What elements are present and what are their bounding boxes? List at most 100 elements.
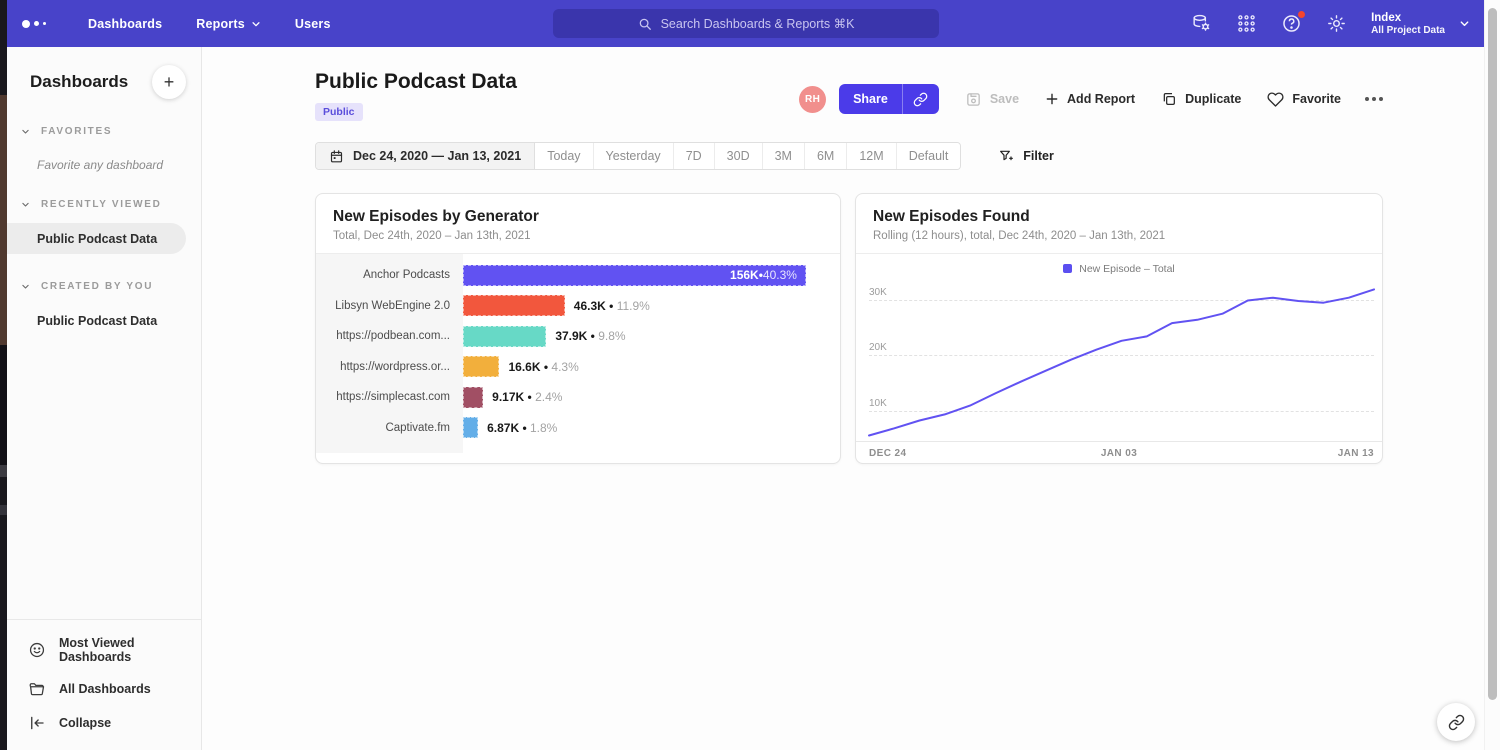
bar-category-label: Libsyn WebEngine 2.0 (316, 300, 463, 312)
main-content: Public Podcast Data Public RH Share (202, 47, 1484, 750)
floating-link-button[interactable] (1437, 703, 1475, 741)
x-tick-label: JAN 13 (1338, 448, 1374, 459)
separator-dot: • (541, 360, 552, 374)
date-preset-default[interactable]: Default (897, 143, 961, 169)
x-axis: DEC 24JAN 03JAN 13 (856, 441, 1382, 463)
add-dashboard-button[interactable]: + (152, 65, 186, 99)
chevron-down-icon (21, 282, 30, 291)
bar-category-label: https://podbean.com... (316, 330, 463, 342)
collapse-sidebar-button[interactable]: Collapse (7, 706, 201, 740)
favorite-button[interactable]: Favorite (1267, 91, 1341, 108)
background-window-strip (0, 465, 7, 477)
chart-subtitle: Rolling (12 hours), total, Dec 24th, 202… (873, 230, 1365, 242)
most-viewed-dashboards-button[interactable]: Most Viewed Dashboards (7, 628, 201, 672)
sidebar-title: Dashboards (30, 72, 128, 92)
bar-value-label: 46.3K • 11.9% (574, 299, 650, 313)
date-preset-3m[interactable]: 3M (763, 143, 805, 169)
bar-value: 9.17K (492, 390, 524, 404)
apps-grid-icon[interactable] (1236, 13, 1257, 34)
avatar[interactable]: RH (799, 86, 826, 113)
line-chart[interactable]: 10K20K30K (869, 275, 1374, 441)
top-nav: Dashboards Reports Users Search Dashboar… (7, 0, 1484, 47)
share-button-main[interactable]: Share (839, 84, 903, 114)
filter-button[interactable]: Filter (998, 148, 1054, 164)
copy-share-link-button[interactable] (903, 84, 939, 114)
save-button[interactable]: Save (965, 91, 1019, 108)
chart-legend: New Episode – Total (856, 262, 1382, 275)
date-preset-30d[interactable]: 30D (715, 143, 763, 169)
chart-subtitle: Total, Dec 24th, 2020 – Jan 13th, 2021 (333, 230, 823, 242)
bar-segment[interactable]: 156K • 40.3% (463, 265, 806, 286)
sidebar-section-header[interactable]: FAVORITES (7, 126, 201, 137)
date-range-picker[interactable]: Dec 24, 2020 — Jan 13, 2021 (316, 143, 535, 169)
share-label: Share (853, 92, 888, 106)
save-icon (965, 91, 982, 108)
nav-item-label: Reports (196, 17, 245, 31)
date-preset-12m[interactable]: 12M (847, 143, 896, 169)
sidebar-item-dashboard[interactable]: Public Podcast Data (7, 223, 186, 254)
project-switcher[interactable]: Index All Project Data (1371, 11, 1470, 37)
bar-segment[interactable] (463, 387, 483, 408)
background-window-strip (0, 345, 7, 465)
date-preset-yesterday[interactable]: Yesterday (594, 143, 674, 169)
bar-track: 9.17K • 2.4% (463, 387, 840, 408)
collapse-icon (28, 714, 46, 732)
project-scope: All Project Data (1371, 25, 1445, 37)
scrollbar-thumb[interactable] (1488, 8, 1497, 700)
date-preset-today[interactable]: Today (535, 143, 593, 169)
bar-category-label: Captivate.fm (316, 422, 463, 434)
nav-item-users[interactable]: Users (295, 17, 331, 31)
bar-segment[interactable] (463, 326, 546, 347)
notification-badge (1297, 10, 1306, 19)
sidebar-section-label: CREATED BY YOU (41, 281, 153, 292)
bar-percent: 40.3% (763, 268, 797, 282)
date-preset-7d[interactable]: 7D (674, 143, 715, 169)
bar-percent: 11.9% (617, 299, 650, 313)
sidebar-section-header[interactable]: CREATED BY YOU (7, 281, 201, 292)
plus-icon (1045, 92, 1059, 106)
search-input[interactable]: Search Dashboards & Reports ⌘K (553, 9, 939, 38)
bar-track: 16.6K • 4.3% (463, 356, 840, 377)
sidebar-item-dashboard[interactable]: Public Podcast Data (7, 305, 201, 336)
save-label: Save (990, 92, 1019, 106)
date-toolbar: Dec 24, 2020 — Jan 13, 2021 TodayYesterd… (315, 142, 1383, 170)
separator-dot: • (587, 329, 598, 343)
project-name: Index (1371, 11, 1445, 25)
date-preset-6m[interactable]: 6M (805, 143, 847, 169)
separator-dot: • (606, 299, 617, 313)
bar-chart-row: https://wordpress.or...16.6K • 4.3% (316, 352, 840, 383)
legend-label: New Episode – Total (1079, 263, 1175, 275)
all-dashboards-button[interactable]: All Dashboards (7, 672, 201, 706)
nav-item-label: Dashboards (88, 17, 162, 31)
sidebar-section-header[interactable]: RECENTLY VIEWED (7, 199, 201, 210)
data-sources-icon[interactable] (1191, 13, 1212, 34)
sidebar: Dashboards + FAVORITESFavorite any dashb… (7, 47, 202, 750)
add-report-label: Add Report (1067, 92, 1135, 106)
avatar-initials: RH (805, 94, 820, 105)
app-screen: Dashboards Reports Users Search Dashboar… (0, 0, 1500, 750)
filter-funnel-icon (998, 148, 1014, 164)
background-window-strip (0, 0, 7, 750)
line-chart-card: New Episodes Found Rolling (12 hours), t… (855, 193, 1383, 464)
add-report-button[interactable]: Add Report (1045, 92, 1135, 106)
bar-value-label: 9.17K • 2.4% (492, 390, 562, 404)
bar-segment[interactable] (463, 295, 565, 316)
settings-gear-icon[interactable] (1326, 13, 1347, 34)
bar-value-label: 6.87K • 1.8% (487, 421, 557, 435)
bar-category-label: Anchor Podcasts (316, 269, 463, 281)
app-logo[interactable] (22, 20, 54, 28)
more-options-button[interactable] (1365, 97, 1383, 101)
bar-segment[interactable] (463, 417, 478, 438)
bar-chart: Anchor Podcasts156K • 40.3% Libsyn WebEng… (316, 254, 840, 453)
separator-dot: • (524, 390, 535, 404)
public-badge: Public (315, 103, 363, 121)
duplicate-button[interactable]: Duplicate (1161, 91, 1241, 107)
chart-title: New Episodes Found (873, 208, 1365, 226)
nav-item-dashboards[interactable]: Dashboards (88, 17, 162, 31)
copy-icon (1161, 91, 1177, 107)
bar-value: 16.6K (508, 360, 540, 374)
bar-chart-row: https://simplecast.com9.17K • 2.4% (316, 382, 840, 413)
bar-segment[interactable] (463, 356, 499, 377)
help-icon[interactable] (1281, 13, 1302, 34)
nav-item-reports[interactable]: Reports (196, 17, 261, 31)
